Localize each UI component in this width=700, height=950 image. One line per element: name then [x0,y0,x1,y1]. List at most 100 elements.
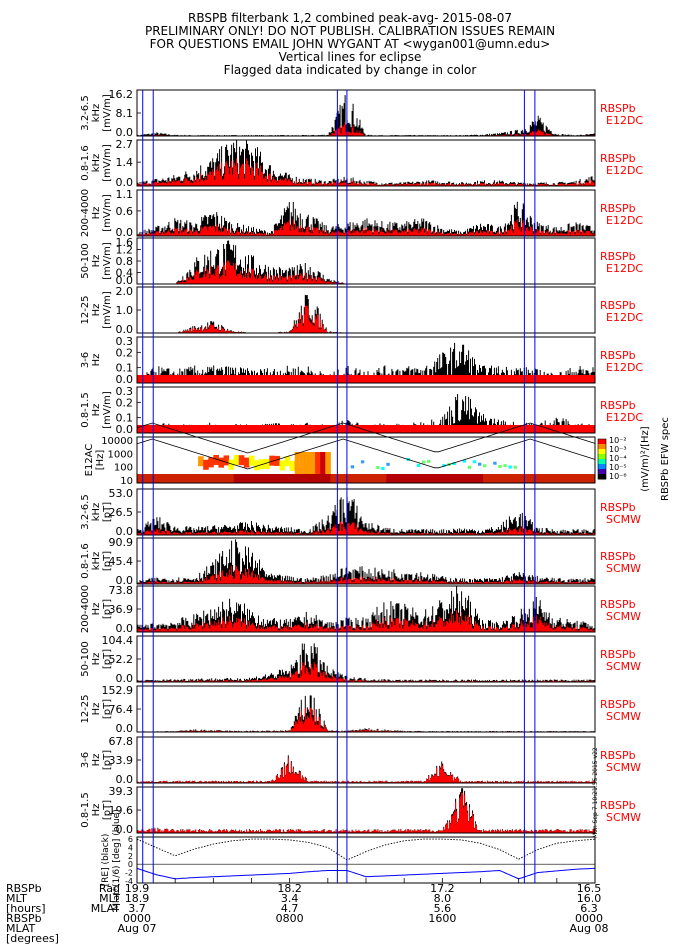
spec-cell [523,474,530,483]
flagged-trace [175,305,346,333]
probe-label: RBSPb [600,501,636,514]
spec-cell [238,455,245,466]
spec-cell [381,474,387,483]
spec-cell [325,474,331,483]
spec-cell [289,474,296,483]
spec-cell [477,462,482,466]
flagged-trace [136,792,596,833]
instrument-label: E12DC [606,214,643,227]
probe-label: RBSPb [600,202,636,215]
y-tick-label: 39.3 [109,785,134,798]
y-tick-label: 2.0 [116,285,134,298]
spec-cell [325,452,331,474]
spec-cell [264,474,270,483]
instrument-label: E12DC [606,114,643,127]
spec-cell [248,474,255,483]
colorbar-cell [598,459,606,465]
instrument-label: SCMW [606,710,641,723]
y-axis-label: kHz [91,503,102,522]
spec-cell [177,474,184,483]
flagged-trace [136,707,596,732]
y-axis-label: Hz [91,404,102,417]
flagged-trace [136,758,596,783]
y-tick-label: 8.1 [116,107,134,120]
mlat-trace [136,867,595,880]
y-axis-label: Hz [91,653,102,666]
spec-cell [248,455,255,466]
instrument-label: SCMW [606,811,641,824]
mlt-value: 8.0 [434,892,452,905]
spec-cell [187,474,194,483]
spec-cell [320,474,326,483]
y-tick-label: 53.0 [109,487,134,500]
spec-cell [162,474,169,483]
y-axis-label: [mV/m] [102,291,113,329]
spec-cell [294,452,301,474]
y-axis-label: [Hz] [95,450,106,471]
spec-cell [243,457,250,468]
signal-trace [175,294,346,333]
signal-trace [136,95,596,136]
y-axis-label: [pT] [102,649,113,669]
time-value: 0800 [276,912,304,925]
y-tick-label: 33.9 [109,754,134,767]
panel-frame [136,286,596,334]
y-tick-label: 0.2 [116,396,134,409]
flagged-band [137,425,595,433]
spec-cell [213,455,219,466]
spec-cell [264,459,270,470]
spec-cell [452,462,456,466]
y-axis-label: [mV/m] [102,144,113,182]
panel-frame [136,736,596,784]
colorbar-title: RBSPb EFW spec [660,417,671,501]
instrument-label: E12DC [606,262,643,275]
spec-cell [539,474,545,483]
y-axis-label-left: [RE] (black) [101,834,111,887]
probe-label: RBSPb [600,102,636,115]
y-axis-label: Hz [91,304,102,317]
spec-cell [589,474,596,483]
spec-cell [294,474,301,483]
y-axis-label: 12-25 [80,295,91,324]
spec-cell [483,474,489,483]
y-tick-label: 16.2 [109,88,134,101]
y-axis-label: 200-4000 [80,189,91,237]
spec-cell [472,460,477,464]
spec-cell [299,474,306,483]
spec-cell [233,455,240,466]
y-tick-label: 0.1 [116,362,134,375]
spec-cell [350,465,355,469]
spec-cell [569,474,576,483]
probe-label: RBSPb [600,349,636,362]
y-tick-label: 4 [128,843,133,852]
axis-label-mlt: MLT [99,892,120,905]
y-tick-label: 0.0 [116,823,134,836]
y-tick-label: 0.0 [116,622,134,635]
y-tick-label: 1.0 [116,304,134,317]
spec-cell [493,461,497,465]
panel-frame [136,436,596,484]
signal-trace [136,539,596,584]
flagged-band [137,375,595,383]
spec-cell [269,474,275,483]
axis-label-mlat: MLAT [91,902,121,915]
spec-cell [208,474,214,483]
spec-cell [442,474,448,483]
y-tick-label: 0.0 [116,574,134,587]
mlt-value: 16.0 [577,892,602,905]
colorbar-tick: 10⁻² [609,436,627,445]
gyro-curve-1 [136,438,596,470]
spec-cell [167,474,174,483]
y-axis-label: 0.8-1.5 [80,392,91,427]
y-tick-label: 67.8 [109,735,134,748]
y-tick-label: 76.4 [109,703,134,716]
header-line-1: RBSPB filterbank 1,2 combined peak-avg- … [188,11,512,25]
spec-cell [254,460,260,471]
y-tick-label: 100 [114,463,133,474]
